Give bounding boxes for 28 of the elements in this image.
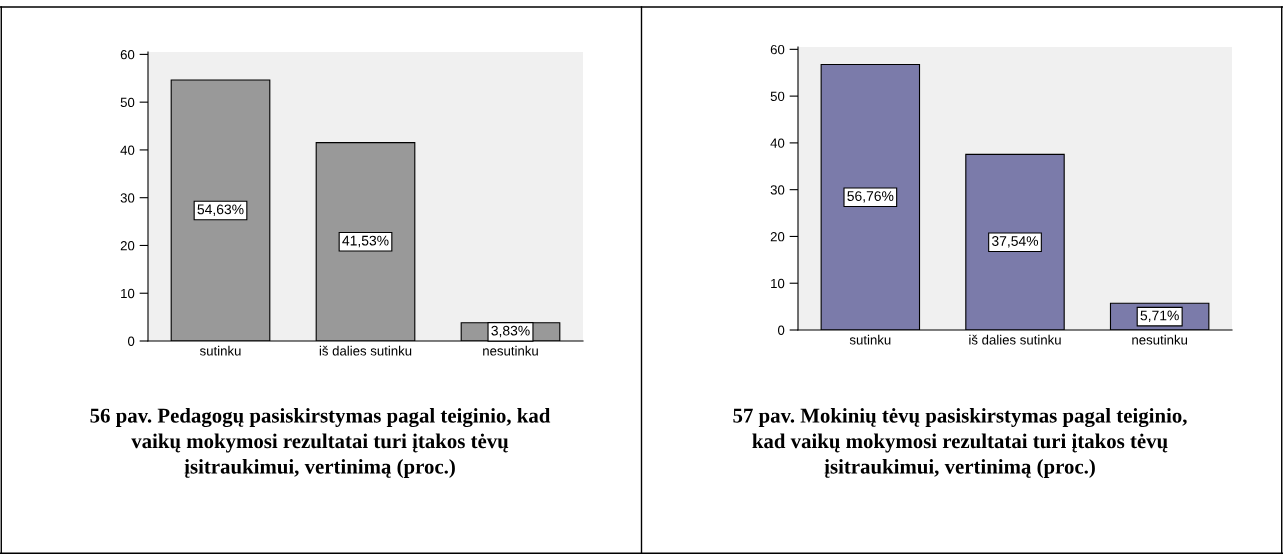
data-label: 3,83% [491,325,530,338]
text: 57 pav. Mokinių tėvų pasiskirstymas pagal teiginio, kad vaikų mokymosi rezultatai turi įtakos tėvų įsitraukimui, vertinimą (proc.) [733,408,1187,478]
y-tick-label: 40 [120,145,135,155]
y-tick-label: 30 [770,185,785,195]
data-label: 5,71% [1140,310,1179,323]
x-tick-label: iš dalies sutinku [969,334,1061,345]
x-tick-label: sutinku [849,334,891,345]
x-tick-label: nesutinku [1132,334,1188,345]
x-tick-label: nesutinku [483,345,538,356]
y-tick-label: 10 [121,288,135,299]
text: 56 pav. Pedagogų pasiskirstymas pagal teiginio, kad vaikų mokymosi rezultatai turi įtakos tėvų įsitraukimui, vertinimą (proc.) [90,408,551,478]
y-tick-label: 0 [127,336,135,346]
y-tick-label: 0 [777,325,785,335]
data-label: 37,54% [991,236,1039,248]
y-tick-label: 40 [770,138,785,148]
x-tick-label: sutinku [199,345,241,356]
data-label: 56,76% [847,191,894,203]
y-tick-label: 20 [120,241,135,251]
y-tick-label: 20 [770,232,785,242]
y-tick-label: 50 [770,91,785,102]
y-tick-label: 30 [120,193,135,203]
y-tick-label: 60 [120,49,135,60]
y-tick-label: 10 [771,278,785,289]
y-tick-label: 60 [770,44,785,55]
x-tick-label: iš dalies sutinku [319,345,412,356]
y-tick-label: 50 [120,97,135,108]
data-label: 41,53% [342,235,389,248]
data-label: 54,63% [197,204,244,216]
